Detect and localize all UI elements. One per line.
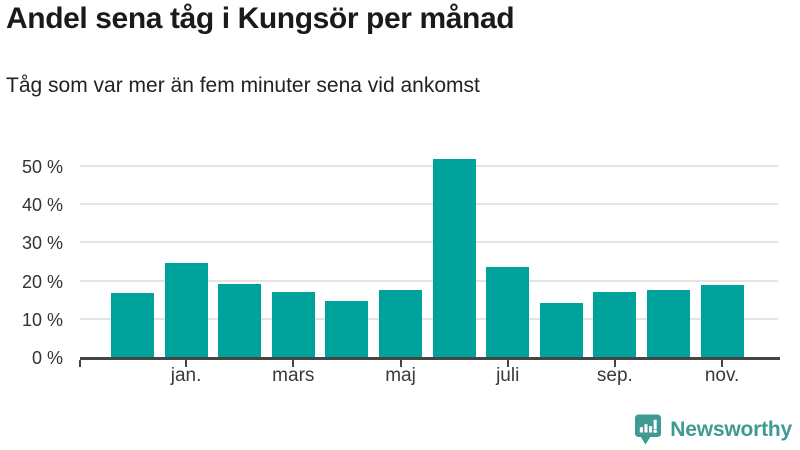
bar-juni bbox=[432, 159, 476, 357]
bar-apr bbox=[325, 301, 369, 357]
bar-jan bbox=[164, 263, 208, 357]
y-axis-label: 50 % bbox=[21, 157, 63, 177]
bar-aug bbox=[539, 302, 583, 357]
y-axis-label: 20 % bbox=[21, 271, 63, 292]
x-axis-label: mars bbox=[272, 365, 315, 386]
y-axis-label: 40 % bbox=[21, 195, 63, 216]
x-axis-line bbox=[80, 357, 780, 360]
x-axis-tick bbox=[79, 360, 81, 367]
newsworthy-speech-bubble-icon bbox=[635, 414, 662, 445]
bar-nov bbox=[700, 284, 744, 357]
bar-okt bbox=[647, 290, 690, 357]
y-axis-label: 10 % bbox=[21, 309, 63, 330]
x-axis-label: nov. bbox=[704, 365, 740, 386]
x-axis-tick bbox=[292, 360, 295, 367]
x-axis-label: juli bbox=[496, 365, 520, 386]
x-axis-tick bbox=[185, 360, 188, 367]
bar-sep bbox=[593, 292, 637, 357]
x-axis-tick bbox=[613, 360, 616, 367]
x-axis-tick bbox=[721, 360, 724, 367]
x-axis-label: maj bbox=[385, 365, 416, 386]
y-axis-label: 30 % bbox=[21, 233, 63, 254]
x-axis-tick bbox=[399, 360, 402, 367]
gridline-20-percent bbox=[80, 279, 778, 282]
gridline-40-percent bbox=[80, 203, 778, 206]
bar-feb bbox=[218, 284, 262, 357]
x-axis-tick bbox=[506, 360, 509, 367]
chart-subtitle: Tåg som var mer än fem minuter sena vid … bbox=[6, 74, 480, 97]
x-axis-label: jan. bbox=[170, 365, 202, 386]
bar-juli bbox=[486, 266, 530, 357]
gridline-10-percent bbox=[80, 317, 778, 320]
gridline-50-percent bbox=[80, 165, 778, 167]
y-axis-label: 0 % bbox=[31, 348, 63, 368]
gridline-30-percent bbox=[80, 241, 778, 244]
newsworthy-logo: Newsworthy bbox=[634, 414, 792, 446]
chart-title: Andel sena tåg i Kungsör per månad bbox=[6, 2, 515, 35]
bar-dec bbox=[111, 292, 154, 357]
x-axis-label: sep. bbox=[596, 365, 633, 386]
bar-mars bbox=[271, 292, 315, 357]
bar-maj bbox=[379, 290, 422, 357]
newsworthy-wordmark: Newsworthy bbox=[670, 418, 792, 441]
